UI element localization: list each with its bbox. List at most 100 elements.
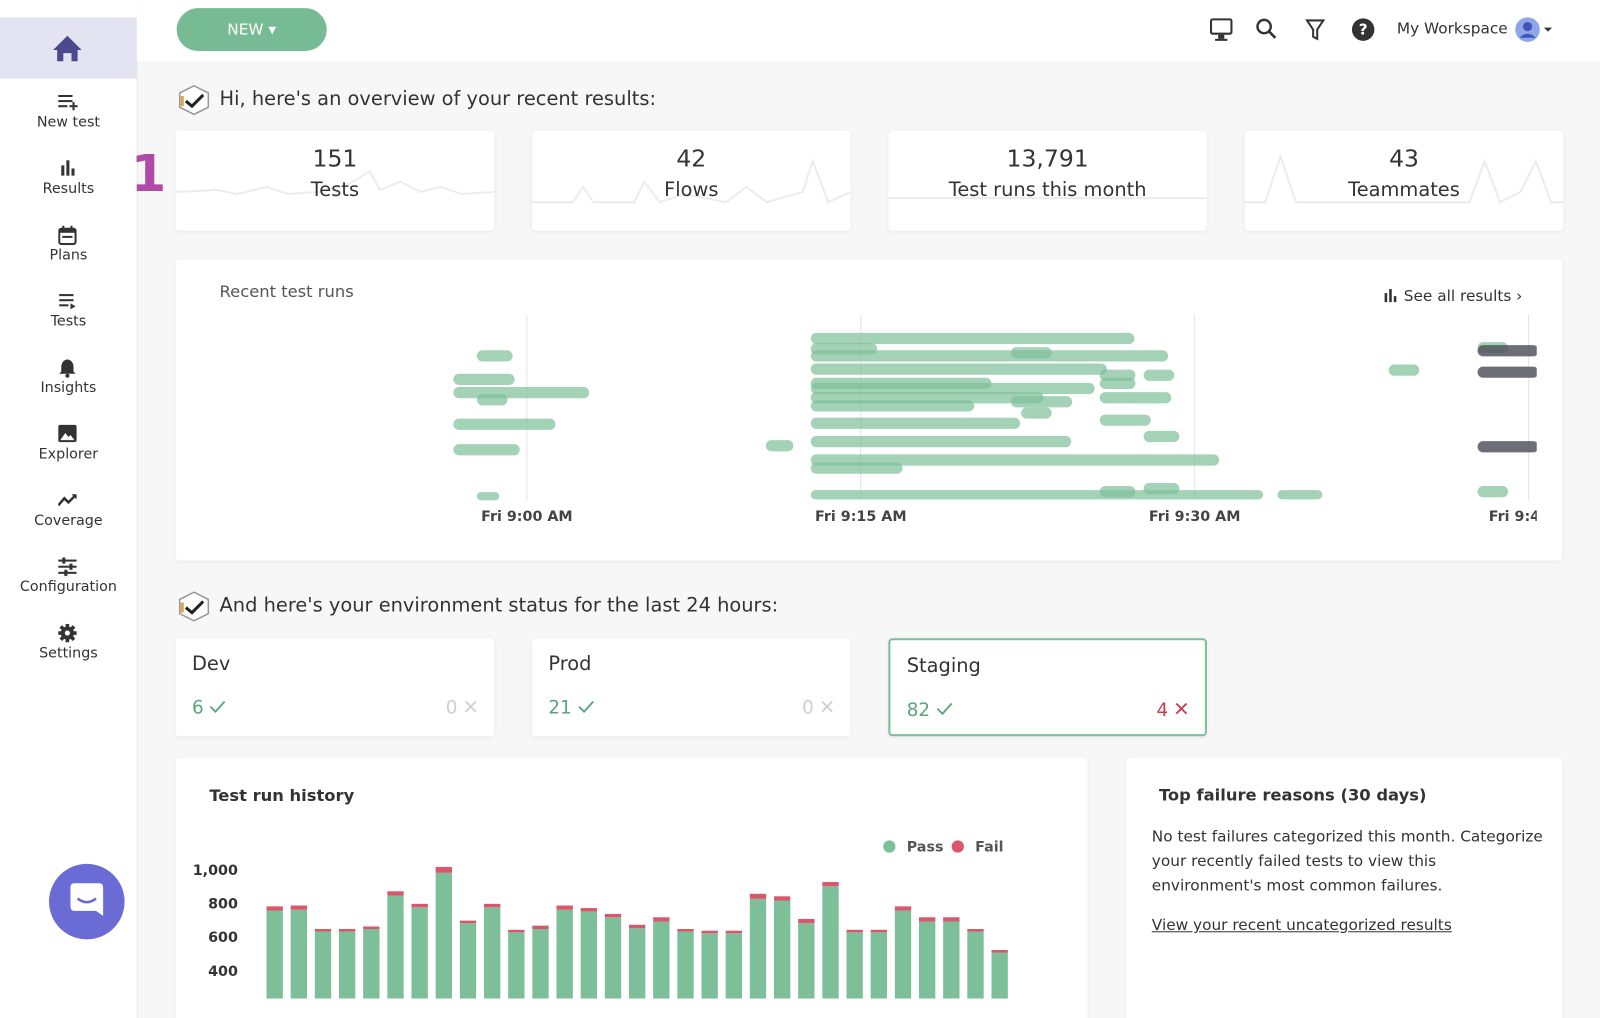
- logo-icon: [178, 591, 210, 622]
- nav-label: Insights: [40, 379, 97, 397]
- sparkline-path: [1244, 152, 1564, 204]
- bar-segment: [894, 906, 912, 911]
- time-label: Fri 9:15 AM: [815, 509, 907, 525]
- nav-item[interactable]: Plans: [0, 225, 137, 287]
- nav-item[interactable]: New test: [0, 93, 137, 154]
- bar-segment: [411, 907, 428, 999]
- chat-button[interactable]: [48, 863, 126, 941]
- see-all-link[interactable]: See all results ›: [1383, 286, 1522, 306]
- check-icon: [578, 700, 594, 714]
- stat-value: 151: [312, 146, 358, 173]
- nav-item[interactable]: Configuration: [0, 557, 137, 619]
- nav-icon: [59, 359, 76, 378]
- bar-segment: [580, 908, 598, 912]
- help-icon[interactable]: ?: [1351, 18, 1375, 41]
- nav-item[interactable]: Explorer: [0, 424, 137, 486]
- legend-label: Pass: [907, 840, 944, 856]
- sparkline: [888, 197, 1207, 200]
- check-mark: [578, 700, 594, 714]
- timeline-running: [1477, 345, 1537, 453]
- nav-item[interactable]: Results: [0, 159, 137, 220]
- x-icon: [1175, 702, 1188, 715]
- bar-segment: [339, 929, 356, 932]
- sparkline-path: [531, 158, 851, 204]
- workspace-menu[interactable]: My Workspace: [1397, 19, 1508, 37]
- env-fail: 4: [1156, 699, 1188, 721]
- bar-segment: [556, 909, 573, 999]
- stat-label: Tests: [310, 178, 360, 202]
- bar-segment: [725, 930, 742, 934]
- bar-segment: [387, 891, 404, 896]
- nav-icon: [58, 494, 77, 507]
- chart-icon: [1384, 288, 1397, 303]
- bar-segment: [846, 929, 863, 933]
- filter-icon[interactable]: [1305, 19, 1326, 41]
- bar-segment: [532, 925, 549, 930]
- history-chart: Test run history 400 600 800 1,000 Pass Fail: [193, 786, 1008, 999]
- bar-segment: [653, 917, 670, 922]
- svg-text:?: ?: [1359, 21, 1368, 39]
- env-pass: 6: [191, 697, 227, 719]
- bar-segment: [701, 930, 718, 934]
- legend-swatch: [951, 840, 964, 853]
- new-button[interactable]: NEW ▾: [176, 8, 327, 52]
- bar-segment: [266, 910, 283, 999]
- env-card[interactable]: Dev 6 0: [175, 638, 495, 737]
- bar-segment: [387, 895, 404, 999]
- uncategorized-link[interactable]: View your recent uncategorized results: [1151, 915, 1452, 935]
- pass-count: 6: [191, 697, 204, 719]
- stat-card[interactable]: 43 Teammates: [1244, 130, 1564, 231]
- failures-text: No test failures categorized this month.…: [1151, 827, 1543, 895]
- env-card[interactable]: Prod 21 0: [531, 638, 851, 737]
- nav-item[interactable]: Settings: [0, 623, 137, 685]
- avatar[interactable]: [1514, 16, 1555, 43]
- env-card[interactable]: Staging 82 4: [888, 638, 1207, 737]
- check-mark: [936, 702, 953, 716]
- nav-label: Coverage: [34, 512, 103, 529]
- nav-item[interactable]: Tests: [0, 292, 137, 353]
- bar-segment: [314, 931, 332, 999]
- legend-label: Fail: [975, 840, 1003, 856]
- fail-count: 4: [1156, 699, 1169, 721]
- x-mark: [464, 700, 477, 713]
- bar-segment: [677, 929, 694, 932]
- y-tick-label: 400: [208, 964, 238, 980]
- nav-item[interactable]: Coverage: [0, 491, 137, 552]
- sidebar: New test Results Plans Tests Insights Explore…: [0, 0, 138, 1018]
- stat-card[interactable]: 151 Tests: [175, 130, 495, 231]
- stat-label: Test runs this month: [948, 178, 1147, 202]
- nav-icon: [58, 623, 77, 643]
- nav-label: Results: [42, 180, 95, 198]
- monitor-icon[interactable]: [1210, 18, 1233, 41]
- recent-runs-title: Recent test runs: [219, 281, 354, 302]
- timeline-runs: [453, 332, 1509, 501]
- overview-heading: Hi, here's an overview of your recent re…: [219, 87, 656, 111]
- bar-segment: [604, 913, 622, 918]
- bar-segment: [725, 933, 742, 999]
- env-pass: 21: [548, 697, 595, 719]
- logo-icon: [178, 84, 210, 116]
- nav-icon: [61, 160, 75, 176]
- home-nav[interactable]: [0, 17, 137, 79]
- nav-item[interactable]: Insights: [0, 358, 137, 419]
- check-icon: [210, 700, 226, 714]
- bar-segment: [459, 920, 477, 924]
- bar-segment: [339, 931, 356, 999]
- x-icon: [464, 700, 477, 713]
- see-all-label: See all results: [1403, 286, 1512, 306]
- stat-card[interactable]: 42 Flows: [531, 130, 851, 231]
- bar-segment: [604, 917, 622, 999]
- search-icon[interactable]: [1256, 18, 1277, 39]
- nav-label: Plans: [49, 247, 88, 264]
- env-name: Dev: [191, 652, 231, 675]
- bar-segment: [967, 931, 984, 999]
- sparkline: [1244, 152, 1564, 204]
- bar-segment: [894, 910, 912, 999]
- env-fail: 0: [445, 697, 478, 719]
- fail-count: 0: [445, 697, 458, 719]
- bar-segment: [798, 918, 815, 924]
- bar-segment: [580, 911, 598, 999]
- stat-card[interactable]: 13,791 Test runs this month: [888, 130, 1207, 231]
- failures-title: Top failure reasons (30 days): [1158, 785, 1427, 805]
